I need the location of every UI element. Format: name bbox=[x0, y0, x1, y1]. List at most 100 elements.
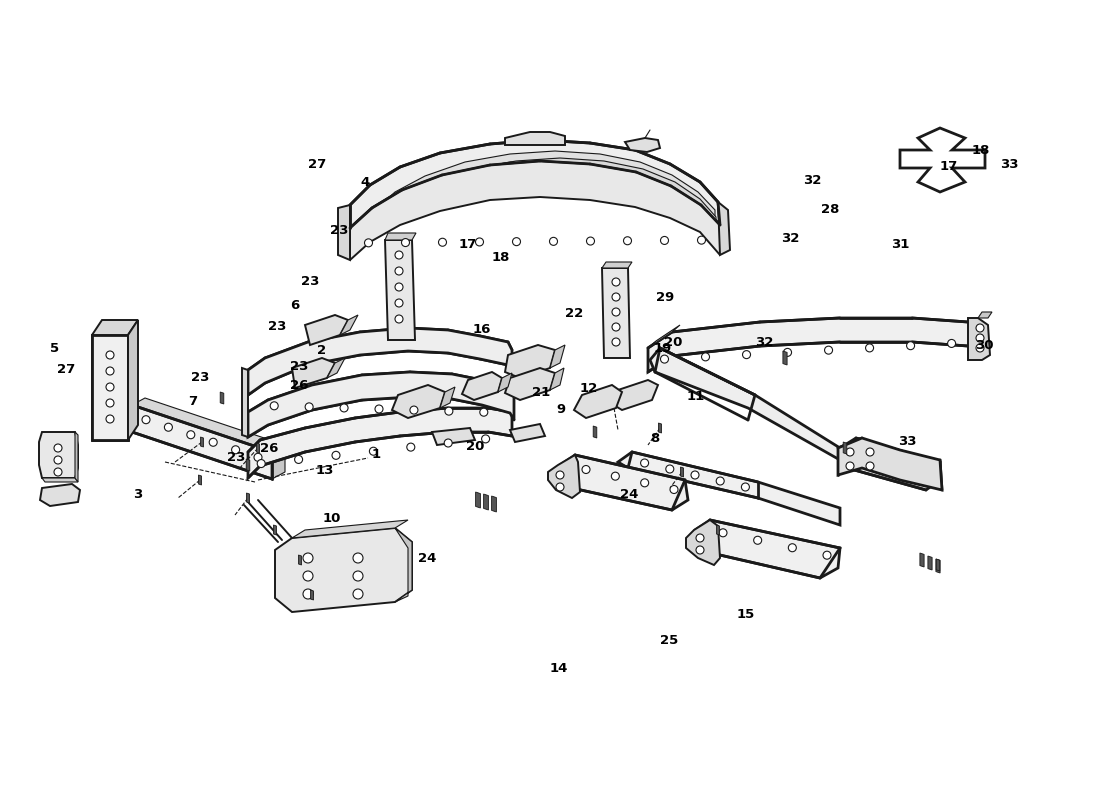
Text: 16: 16 bbox=[473, 323, 491, 336]
Polygon shape bbox=[292, 520, 408, 538]
Circle shape bbox=[395, 283, 403, 291]
Polygon shape bbox=[132, 405, 272, 479]
Circle shape bbox=[54, 456, 62, 464]
Polygon shape bbox=[274, 525, 276, 535]
Circle shape bbox=[395, 251, 403, 259]
Polygon shape bbox=[40, 484, 80, 506]
Circle shape bbox=[302, 553, 313, 563]
Circle shape bbox=[513, 238, 520, 246]
Polygon shape bbox=[385, 240, 415, 340]
Circle shape bbox=[825, 346, 833, 354]
Polygon shape bbox=[838, 438, 942, 490]
Polygon shape bbox=[395, 528, 412, 602]
Text: 24: 24 bbox=[418, 552, 436, 565]
Polygon shape bbox=[242, 368, 248, 437]
Circle shape bbox=[302, 571, 313, 581]
Text: 11: 11 bbox=[686, 390, 704, 402]
Circle shape bbox=[295, 455, 302, 463]
Circle shape bbox=[660, 237, 669, 245]
Circle shape bbox=[640, 479, 649, 487]
Circle shape bbox=[866, 344, 873, 352]
Polygon shape bbox=[92, 335, 128, 440]
Circle shape bbox=[257, 459, 265, 467]
Polygon shape bbox=[558, 455, 688, 510]
Circle shape bbox=[54, 444, 62, 452]
Polygon shape bbox=[272, 445, 285, 479]
Text: 4: 4 bbox=[361, 176, 370, 189]
Circle shape bbox=[444, 407, 453, 415]
Polygon shape bbox=[248, 372, 514, 437]
Text: 1: 1 bbox=[372, 448, 381, 461]
Polygon shape bbox=[844, 442, 847, 454]
Polygon shape bbox=[659, 423, 661, 433]
Circle shape bbox=[582, 466, 590, 474]
Polygon shape bbox=[505, 132, 565, 145]
Polygon shape bbox=[695, 520, 840, 578]
Circle shape bbox=[697, 236, 705, 244]
Circle shape bbox=[696, 534, 704, 542]
Circle shape bbox=[976, 334, 984, 342]
Circle shape bbox=[660, 355, 669, 363]
Circle shape bbox=[332, 451, 340, 459]
Text: 3: 3 bbox=[133, 488, 142, 501]
Polygon shape bbox=[936, 559, 939, 571]
Polygon shape bbox=[92, 320, 138, 335]
Polygon shape bbox=[128, 320, 138, 440]
Polygon shape bbox=[432, 428, 475, 445]
Circle shape bbox=[612, 308, 620, 316]
Polygon shape bbox=[305, 315, 348, 345]
Circle shape bbox=[789, 544, 796, 552]
Circle shape bbox=[340, 404, 348, 412]
Circle shape bbox=[741, 483, 749, 491]
Polygon shape bbox=[327, 358, 345, 378]
Polygon shape bbox=[505, 368, 556, 400]
Polygon shape bbox=[718, 202, 730, 255]
Text: 8: 8 bbox=[650, 432, 659, 445]
Polygon shape bbox=[220, 392, 223, 404]
Text: 20: 20 bbox=[466, 440, 484, 453]
Circle shape bbox=[742, 350, 750, 358]
Polygon shape bbox=[298, 555, 301, 565]
Text: 14: 14 bbox=[550, 662, 568, 674]
Circle shape bbox=[395, 267, 403, 275]
Circle shape bbox=[612, 323, 620, 331]
Polygon shape bbox=[681, 467, 683, 477]
Text: 2: 2 bbox=[317, 344, 326, 357]
Text: 24: 24 bbox=[620, 488, 638, 501]
Circle shape bbox=[142, 416, 150, 424]
Polygon shape bbox=[198, 475, 201, 485]
Text: 15: 15 bbox=[737, 608, 755, 621]
Polygon shape bbox=[392, 385, 446, 418]
Polygon shape bbox=[338, 205, 350, 260]
Text: 7: 7 bbox=[188, 395, 197, 408]
Polygon shape bbox=[548, 455, 580, 498]
Text: 32: 32 bbox=[781, 232, 799, 245]
Circle shape bbox=[54, 468, 62, 476]
Polygon shape bbox=[256, 443, 260, 453]
Polygon shape bbox=[462, 372, 502, 400]
Circle shape bbox=[719, 529, 727, 537]
Circle shape bbox=[783, 348, 792, 356]
Polygon shape bbox=[936, 559, 940, 573]
Polygon shape bbox=[618, 452, 840, 525]
Circle shape bbox=[612, 472, 619, 480]
Polygon shape bbox=[840, 438, 940, 490]
Circle shape bbox=[164, 423, 173, 431]
Circle shape bbox=[402, 238, 409, 246]
Polygon shape bbox=[350, 161, 720, 260]
Circle shape bbox=[370, 447, 377, 455]
Polygon shape bbox=[716, 525, 719, 535]
Circle shape bbox=[353, 571, 363, 581]
Circle shape bbox=[612, 338, 620, 346]
Polygon shape bbox=[440, 387, 455, 408]
Polygon shape bbox=[340, 315, 358, 335]
Circle shape bbox=[976, 324, 984, 332]
Text: 5: 5 bbox=[51, 342, 59, 354]
Text: 19: 19 bbox=[653, 342, 671, 354]
Polygon shape bbox=[200, 437, 204, 447]
Text: 33: 33 bbox=[899, 435, 916, 448]
Circle shape bbox=[106, 351, 114, 359]
Text: 23: 23 bbox=[301, 275, 319, 288]
Text: 26: 26 bbox=[261, 442, 278, 454]
Text: 30: 30 bbox=[976, 339, 993, 352]
